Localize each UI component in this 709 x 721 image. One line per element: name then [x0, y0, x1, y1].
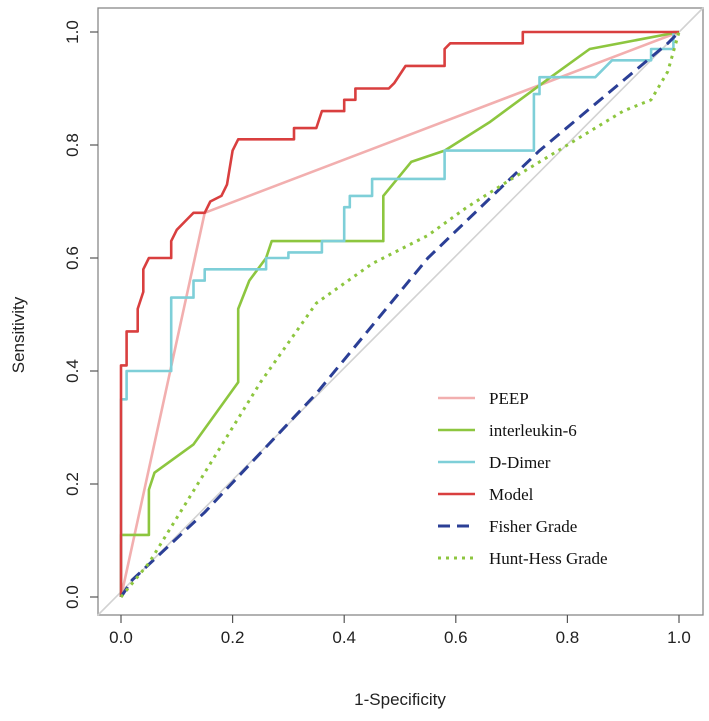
legend-label-interleukin-6: interleukin-6 — [489, 421, 577, 440]
y-tick-label: 0.8 — [63, 133, 82, 157]
x-tick-label: 0.2 — [221, 628, 245, 647]
y-tick-label: 0.4 — [63, 359, 82, 383]
legend-label-fisher-grade: Fisher Grade — [489, 517, 577, 536]
y-tick-label: 0.2 — [63, 472, 82, 496]
reference-diagonal — [97, 7, 704, 616]
legend-label-d-dimer: D-Dimer — [489, 453, 551, 472]
y-axis-title: Sensitivity — [9, 296, 28, 373]
series-line-d-dimer — [119, 30, 679, 597]
x-axis-title: 1-Specificity — [354, 690, 446, 709]
y-tick-label: 0.0 — [63, 585, 82, 609]
x-tick-label: 0.0 — [109, 628, 133, 647]
legend-label-hunt-hess-grade: Hunt-Hess Grade — [489, 549, 608, 568]
series-line-fisher-grade — [119, 30, 681, 598]
plot-frame — [97, 7, 704, 616]
x-tick-label: 0.8 — [556, 628, 580, 647]
x-tick-label: 0.4 — [332, 628, 356, 647]
legend-label-peep: PEEP — [489, 389, 529, 408]
x-tick-label: 0.6 — [444, 628, 468, 647]
y-tick-label: 1.0 — [63, 20, 82, 44]
legend-label-model: Model — [489, 485, 534, 504]
x-tick-label: 1.0 — [667, 628, 691, 647]
series-line-model — [119, 30, 679, 597]
y-tick-label: 0.6 — [63, 246, 82, 270]
